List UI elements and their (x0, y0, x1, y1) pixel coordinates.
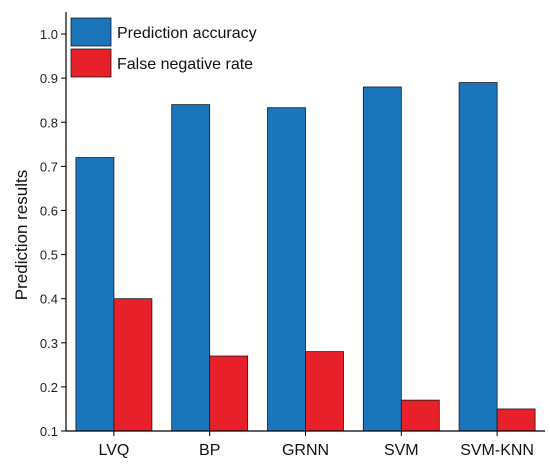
y-tick-label: 0.8 (40, 115, 58, 130)
y-tick-label: 0.4 (40, 292, 58, 307)
y-tick-label: 0.2 (40, 380, 58, 395)
legend-label: False negative rate (117, 56, 253, 73)
x-category-label: GRNN (282, 442, 329, 459)
bar-prediction-accuracy-grnn (267, 107, 306, 432)
y-tick-label: 0.7 (40, 159, 58, 174)
bar-prediction-accuracy-lvq (75, 157, 115, 432)
y-tick-label: 0.5 (40, 248, 58, 263)
bar-prediction-accuracy-bp (171, 104, 211, 432)
bars-group (75, 82, 536, 432)
y-tick-label: 0.3 (40, 336, 58, 351)
legend: Prediction accuracy False negative rate (70, 17, 257, 78)
legend-swatch (70, 17, 112, 47)
x-category-label: BP (199, 442, 220, 459)
y-ticks-group: 0.1 0.2 0.3 0.4 0.5 0.6 0.7 0.8 0.9 1.0 (40, 27, 66, 439)
y-tick-label: 0.6 (40, 203, 58, 218)
legend-label: Prediction accuracy (117, 25, 257, 42)
x-category-label: SVM-KNN (460, 442, 534, 459)
x-category-label: SVM (384, 442, 419, 459)
y-tick-label: 1.0 (40, 27, 58, 42)
bar-prediction-accuracy-svm (362, 86, 402, 432)
bar-false-negative-rate-lvq (113, 298, 153, 432)
bar-prediction-accuracy-svm-knn (458, 82, 498, 432)
bar-false-negative-rate-svm-knn (496, 408, 536, 432)
y-tick-label: 0.1 (40, 424, 58, 439)
x-category-label: LVQ (98, 442, 129, 459)
bar-false-negative-rate-grnn (305, 351, 344, 432)
bar-false-negative-rate-svm (400, 399, 440, 432)
x-labels-group: LVQ BP GRNN SVM SVM-KNN (98, 431, 534, 459)
legend-swatch (70, 48, 112, 78)
y-tick-label: 0.9 (40, 71, 58, 86)
y-axis-title: Prediction results (12, 170, 31, 300)
bar-false-negative-rate-bp (209, 355, 249, 432)
